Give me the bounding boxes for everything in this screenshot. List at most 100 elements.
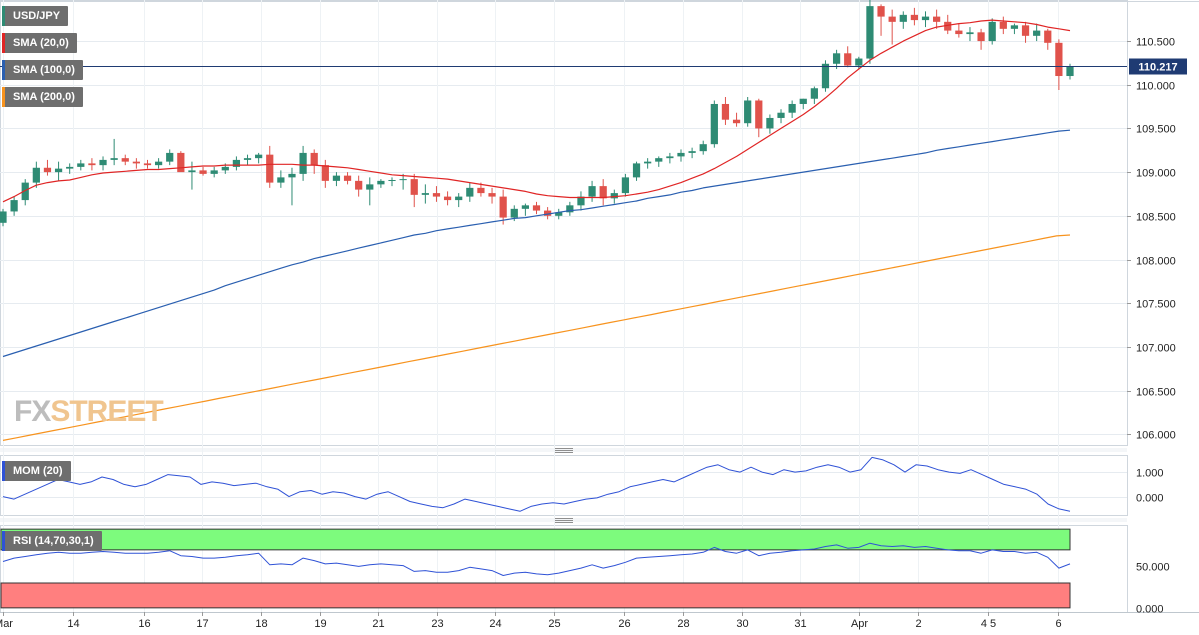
candle[interactable]	[988, 18, 996, 45]
candle[interactable]	[288, 167, 296, 206]
candle[interactable]	[588, 180, 596, 202]
candle[interactable]	[977, 28, 985, 50]
candle[interactable]	[732, 112, 741, 127]
candle[interactable]	[921, 11, 930, 28]
candle[interactable]	[343, 172, 352, 185]
candle[interactable]	[632, 161, 641, 181]
candle[interactable]	[32, 161, 40, 188]
candle[interactable]	[232, 156, 241, 171]
candle[interactable]	[166, 149, 174, 166]
candle[interactable]	[10, 196, 18, 216]
candle[interactable]	[255, 152, 263, 164]
candle[interactable]	[788, 100, 796, 118]
candle[interactable]	[766, 114, 774, 134]
candle[interactable]	[910, 7, 919, 26]
candle[interactable]	[54, 161, 63, 181]
candle[interactable]	[388, 177, 396, 187]
candle[interactable]	[799, 98, 807, 110]
candle[interactable]	[899, 11, 907, 29]
candle[interactable]	[699, 140, 707, 155]
candle[interactable]	[266, 145, 274, 188]
candle[interactable]	[154, 158, 163, 169]
candle[interactable]	[188, 161, 196, 190]
candle[interactable]	[933, 9, 941, 29]
candle[interactable]	[666, 152, 674, 164]
candle[interactable]	[66, 163, 74, 174]
candle[interactable]	[966, 27, 974, 42]
candle[interactable]	[677, 149, 685, 162]
candle[interactable]	[99, 156, 107, 171]
candle[interactable]	[210, 166, 218, 178]
candle[interactable]	[410, 173, 418, 208]
candle[interactable]	[1055, 39, 1063, 90]
candle[interactable]	[466, 182, 474, 202]
legend-sma100[interactable]: SMA (100,0)	[2, 60, 83, 80]
candle[interactable]	[1033, 23, 1041, 42]
separator-handle-mom[interactable]	[0, 448, 1127, 453]
candle[interactable]	[199, 166, 207, 176]
candle[interactable]	[777, 109, 785, 124]
candle[interactable]	[499, 189, 507, 225]
candle[interactable]	[644, 158, 652, 169]
candle[interactable]	[432, 186, 441, 202]
candle[interactable]	[521, 203, 529, 216]
candle[interactable]	[710, 100, 718, 148]
candle[interactable]	[688, 147, 696, 159]
separator-handle-rsi[interactable]	[0, 518, 1127, 523]
candle[interactable]	[277, 170, 285, 188]
candle[interactable]	[577, 191, 585, 211]
legend-sma200[interactable]: SMA (200,0)	[2, 87, 83, 107]
candle[interactable]	[143, 159, 152, 169]
candle[interactable]	[1044, 28, 1052, 50]
candle[interactable]	[488, 187, 496, 204]
candle[interactable]	[21, 179, 29, 206]
candle[interactable]	[655, 156, 663, 167]
candle[interactable]	[1010, 23, 1019, 35]
candle[interactable]	[821, 60, 830, 92]
candle[interactable]	[132, 158, 140, 169]
candle[interactable]	[810, 86, 818, 104]
legend-sma20[interactable]: SMA (20,0)	[2, 33, 77, 53]
candle[interactable]	[555, 208, 563, 220]
candle[interactable]	[755, 98, 763, 138]
candle[interactable]	[443, 191, 452, 206]
legend-symbol[interactable]: USD/JPY	[2, 6, 69, 26]
candle[interactable]	[177, 151, 185, 173]
candle[interactable]	[566, 201, 574, 216]
candle[interactable]	[621, 173, 630, 197]
candle[interactable]	[377, 179, 385, 188]
candle[interactable]	[243, 154, 252, 166]
candle[interactable]	[421, 184, 429, 204]
candle[interactable]	[955, 23, 963, 38]
candle[interactable]	[888, 9, 896, 45]
candle[interactable]	[332, 172, 341, 187]
candle[interactable]	[299, 145, 307, 181]
candle[interactable]	[532, 201, 541, 215]
legend-mom[interactable]: MOM (20)	[2, 461, 71, 481]
candle[interactable]	[721, 96, 730, 125]
candle[interactable]	[744, 96, 752, 127]
candle[interactable]	[944, 14, 952, 35]
candle[interactable]	[366, 177, 374, 206]
candle[interactable]	[0, 208, 7, 227]
candle[interactable]	[832, 49, 841, 70]
candle[interactable]	[866, 0, 874, 64]
candle[interactable]	[355, 175, 363, 197]
candle[interactable]	[399, 173, 407, 190]
candle[interactable]	[310, 149, 318, 174]
candle[interactable]	[544, 207, 552, 220]
candle[interactable]	[999, 16, 1007, 35]
candle[interactable]	[455, 193, 463, 208]
candle[interactable]	[121, 154, 129, 166]
candle[interactable]	[321, 159, 329, 188]
candle[interactable]	[110, 138, 118, 166]
candle[interactable]	[1021, 21, 1030, 43]
candle[interactable]	[599, 179, 607, 206]
candle[interactable]	[43, 159, 52, 176]
candle[interactable]	[877, 4, 885, 36]
candle[interactable]	[844, 46, 852, 68]
candle[interactable]	[88, 158, 96, 171]
candle[interactable]	[77, 159, 85, 171]
legend-rsi[interactable]: RSI (14,70,30,1)	[2, 531, 102, 551]
